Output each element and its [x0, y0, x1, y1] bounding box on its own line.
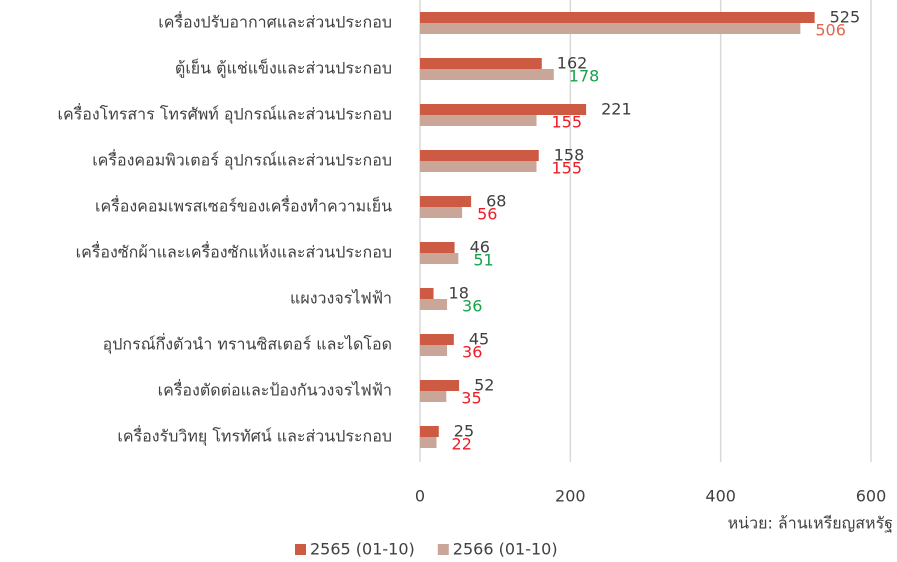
category-label: เครื่องโทรสาร โทรศัพท์ อุปกรณ์และส่วนประ… — [57, 103, 392, 125]
bar — [420, 207, 463, 218]
category-label: เครื่องคอมเพรสเซอร์ของเครื่องทำความเย็น — [95, 195, 392, 216]
category-label: เครื่องคอมพิวเตอร์ อุปกรณ์และส่วนประกอบ — [92, 149, 392, 171]
bar — [420, 23, 801, 34]
x-tick-label: 200 — [555, 487, 586, 506]
bar — [420, 242, 455, 253]
value-label: 155 — [552, 159, 583, 178]
value-label: 162 — [557, 54, 588, 73]
value-label: 506 — [815, 21, 846, 40]
category-label: แผงวงจรไฟฟ้า — [290, 289, 392, 308]
value-label: 52 — [474, 376, 494, 395]
bar — [420, 334, 454, 345]
x-tick-label: 0 — [415, 487, 425, 506]
category-label: เครื่องปรับอากาศและส่วนประกอบ — [158, 11, 392, 32]
bar — [420, 345, 448, 356]
value-label: 36 — [462, 297, 482, 316]
bar — [420, 115, 537, 126]
bar — [420, 58, 542, 69]
category-label: เครื่องตัดต่อและป้องกันวงจรไฟฟ้า — [158, 379, 392, 400]
unit-label: หน่วย: ล้านเหรียญสหรัฐ — [728, 514, 893, 533]
bar — [420, 104, 587, 115]
category-label: อุปกรณ์กึ่งตัวนำ ทรานซิสเตอร์ และไดโอด — [103, 333, 392, 355]
bar — [420, 69, 554, 80]
bar — [420, 426, 439, 437]
value-label: 68 — [486, 192, 506, 211]
value-label: 22 — [452, 435, 472, 454]
bar — [420, 12, 815, 23]
category-label: เครื่องซักผ้าและเครื่องซักแห้งและส่วนประ… — [76, 241, 392, 262]
value-label: 155 — [552, 113, 583, 132]
legend-swatch — [437, 544, 449, 555]
value-label: 46 — [470, 238, 490, 257]
category-label: ตู้เย็น ตู้แช่แข็งและส่วนประกอบ — [175, 58, 392, 79]
bar — [420, 380, 460, 391]
value-label: 221 — [601, 100, 632, 119]
x-tick-label: 600 — [856, 487, 887, 506]
bar — [420, 391, 447, 402]
value-label: 56 — [477, 205, 497, 224]
legend-swatch — [295, 544, 306, 555]
value-label: 18 — [449, 284, 469, 303]
legend-label: 2566 (01-10) — [453, 540, 558, 559]
bar — [420, 150, 539, 161]
bar — [420, 196, 472, 207]
bar — [420, 161, 537, 172]
value-label: 35 — [461, 389, 481, 408]
value-label: 178 — [569, 67, 600, 86]
bar — [420, 253, 459, 264]
value-label: 45 — [469, 330, 489, 349]
x-tick-label: 400 — [705, 487, 736, 506]
value-label: 25 — [454, 422, 474, 441]
value-label: 36 — [462, 343, 482, 362]
bar — [420, 437, 437, 448]
bar — [420, 299, 448, 310]
bar — [420, 288, 434, 299]
legend-label: 2565 (01-10) — [310, 540, 415, 559]
value-label: 525 — [830, 8, 861, 27]
value-label: 51 — [473, 251, 493, 270]
category-label: เครื่องรับวิทยุ โทรทัศน์ และส่วนประกอบ — [117, 425, 392, 447]
value-label: 158 — [554, 146, 585, 165]
